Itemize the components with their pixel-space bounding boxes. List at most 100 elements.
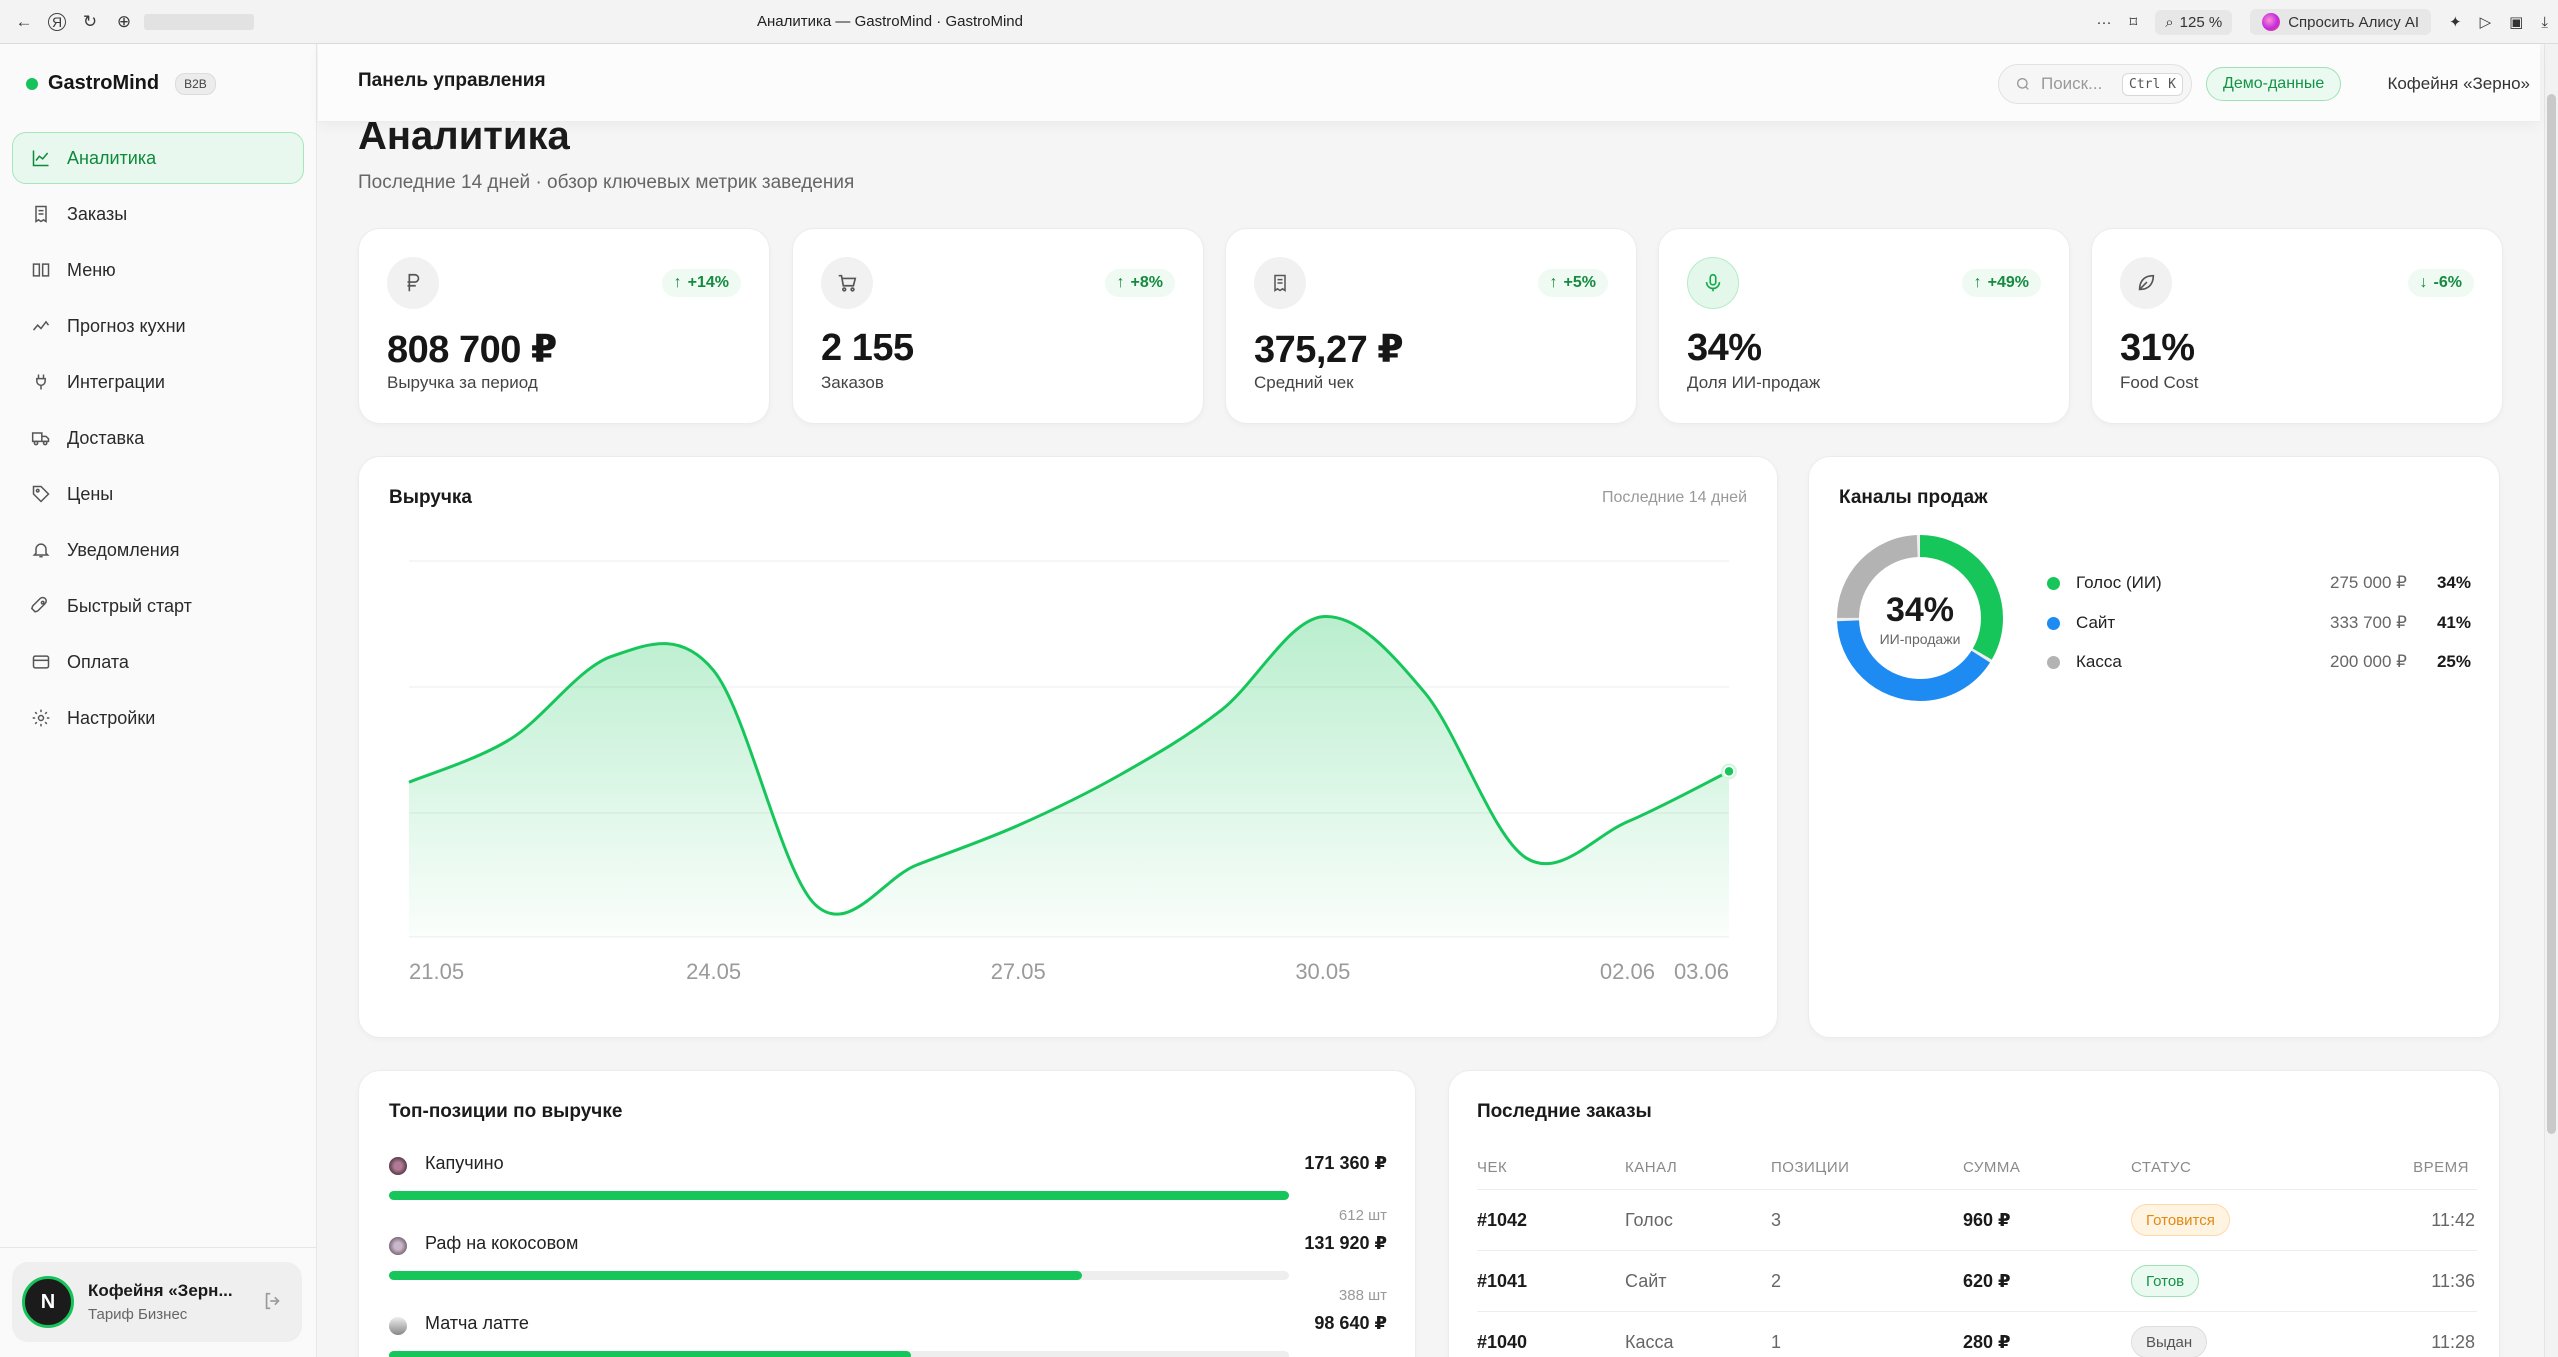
zoom-indicator[interactable]: ⌕ 125 %: [2155, 9, 2233, 35]
column-header[interactable]: ПОЗИЦИИ: [1771, 1159, 1850, 1176]
more-icon[interactable]: ···: [2096, 13, 2112, 31]
sidebar-item[interactable]: Прогноз кухни: [12, 300, 304, 352]
cart-icon: [821, 257, 873, 309]
truck-icon: [31, 428, 51, 448]
account-card[interactable]: N Кофейня «Зерн... Тариф Бизнес: [12, 1262, 302, 1342]
logo-dot-icon: [26, 77, 38, 90]
sidebar-item[interactable]: Заказы: [12, 188, 304, 240]
sidebar-item[interactable]: Аналитика: [12, 132, 304, 184]
plug-icon: [31, 372, 51, 392]
book-icon: [31, 260, 51, 280]
order-id: #1042: [1477, 1210, 1528, 1230]
revenue-title: Выручка: [389, 487, 472, 508]
status-badge: Готовится: [2131, 1204, 2230, 1236]
drink-icon: [389, 1317, 407, 1335]
zoom-icon: ⌕: [2165, 13, 2174, 31]
alice-label: Спросить Алису AI: [2288, 13, 2420, 31]
scrollbar-thumb[interactable]: [2547, 94, 2556, 1134]
search-placeholder: Поиск...: [2041, 74, 2103, 93]
donut-slice[interactable]: [1837, 535, 2003, 701]
order-row[interactable]: #1041 Сайт 2 620 ₽ Готов 11:36: [1477, 1250, 2477, 1310]
sidebar-item-label: Меню: [67, 259, 116, 280]
channel-legend-row: Голос (ИИ) 275 000 ₽ 34%: [2047, 571, 2471, 595]
column-header[interactable]: СТАТУС: [2131, 1159, 2192, 1176]
kpi-label: Выручка за период: [387, 373, 538, 392]
search-icon: [2017, 78, 2029, 90]
sidebar-item-label: Оплата: [67, 651, 129, 672]
back-icon[interactable]: ←: [15, 11, 33, 31]
sidebar-item[interactable]: Интеграции: [12, 356, 304, 408]
search-input[interactable]: Поиск... Ctrl K: [1998, 64, 2192, 104]
donut-slice[interactable]: [1837, 535, 2003, 701]
sidebar-item[interactable]: Настройки: [12, 692, 304, 744]
order-row[interactable]: #1042 Голос 3 960 ₽ Готовится 11:42: [1477, 1189, 2477, 1249]
order-channel: Голос: [1625, 1210, 1673, 1230]
sidebar-item[interactable]: Оплата: [12, 636, 304, 688]
card-icon: [31, 652, 51, 672]
page-subtitle: Последние 14 дней · обзор ключевых метри…: [358, 172, 855, 193]
kpi-card: ↑ +49% 34% Доля ИИ-продаж: [1658, 228, 2070, 424]
channel-amount: 200 000 ₽: [2330, 652, 2407, 671]
address-bar[interactable]: [144, 13, 254, 30]
yandex-icon[interactable]: Я: [48, 12, 66, 31]
sidebar-item[interactable]: Уведомления: [12, 524, 304, 576]
sidebar-item[interactable]: Меню: [12, 244, 304, 296]
tag-icon: [31, 484, 51, 504]
account-plan: Тариф Бизнес: [88, 1306, 188, 1323]
channel-legend-row: Сайт 333 700 ₽ 41%: [2047, 611, 2471, 635]
revenue-bar-fill: [389, 1271, 1082, 1280]
column-header[interactable]: ЧЕК: [1477, 1159, 1508, 1176]
channels-donut: [1837, 535, 2003, 701]
channel-name: Касса: [2076, 652, 2122, 671]
scrollbar[interactable]: [2544, 44, 2558, 1357]
demo-data-badge[interactable]: Демо-данные: [2206, 67, 2342, 101]
channels-title: Каналы продаж: [1839, 487, 1988, 508]
extensions-icon[interactable]: ✦: [2449, 14, 2462, 31]
kpi-delta-value: +5%: [1563, 274, 1596, 291]
sidebar-item-label: Заказы: [67, 203, 128, 224]
kpi-label: Средний чек: [1254, 373, 1354, 392]
column-header[interactable]: ВРЕМЯ: [2413, 1159, 2469, 1176]
channel-amount: 275 000 ₽: [2330, 573, 2407, 592]
cafe-selector[interactable]: Кофейня «Зерно»: [2387, 74, 2530, 93]
sidebar-item[interactable]: Быстрый старт: [12, 580, 304, 632]
sidebar-item[interactable]: Цены: [12, 468, 304, 520]
bookmark-icon[interactable]: ⌑: [2129, 14, 2138, 31]
top-position-row: Раф на кокосовом 131 920 ₽ 388 шт: [389, 1231, 1387, 1307]
bell-icon: [31, 540, 51, 560]
sidebar-item-label: Аналитика: [67, 147, 157, 168]
receipt-icon: [31, 204, 51, 224]
kpi-delta-badge: ↑ +14%: [661, 269, 741, 297]
kpi-card: ↓ -6% 31% Food Cost: [2091, 228, 2503, 424]
channels-card: Каналы продаж 34% ИИ-продажи Голос (ИИ) 2…: [1808, 456, 2500, 1038]
position-revenue: 171 360 ₽: [1304, 1153, 1387, 1173]
logo-text: GastroMind: [48, 72, 160, 94]
order-time: 11:42: [2431, 1210, 2475, 1230]
column-header[interactable]: СУММА: [1963, 1159, 2021, 1176]
sidebar-item[interactable]: Доставка: [12, 412, 304, 464]
order-row[interactable]: #1040 Касса 1 280 ₽ Выдан 11:28: [1477, 1311, 2477, 1357]
kpi-value: 34%: [1687, 327, 1762, 369]
kpi-value: 375,27 ₽: [1254, 329, 1404, 371]
kpi-label: Доля ИИ-продаж: [1687, 373, 1821, 392]
x-tick-label: 02.06: [1600, 959, 1655, 984]
legend-dot-icon: [2047, 576, 2060, 590]
site-info-icon[interactable]: ⊕: [116, 11, 132, 31]
gear-icon: [31, 708, 51, 728]
download-icon[interactable]: ⤓: [2541, 13, 2548, 31]
alice-button[interactable]: Спросить Алису AI: [2250, 9, 2432, 35]
kpi-delta-badge: ↑ +5%: [1537, 269, 1608, 297]
arrow-up-icon: ↑: [1549, 274, 1558, 291]
logo[interactable]: GastroMind B2B: [26, 72, 216, 95]
media-icon[interactable]: ▷: [2479, 14, 2492, 31]
order-items: 1: [1771, 1332, 1782, 1352]
topbar: Панель управления Поиск... Ctrl K Демо-д…: [318, 44, 2540, 122]
column-header[interactable]: КАНАЛ: [1625, 1159, 1678, 1176]
kpi-value: 31%: [2120, 327, 2195, 369]
collections-icon[interactable]: ▣: [2509, 14, 2524, 31]
status-badge: Готов: [2131, 1265, 2200, 1297]
reload-icon[interactable]: ↻: [82, 11, 98, 31]
drink-icon: [389, 1157, 407, 1175]
kpi-delta-badge: ↓ -6%: [2407, 269, 2474, 297]
logout-icon[interactable]: [262, 1290, 284, 1317]
